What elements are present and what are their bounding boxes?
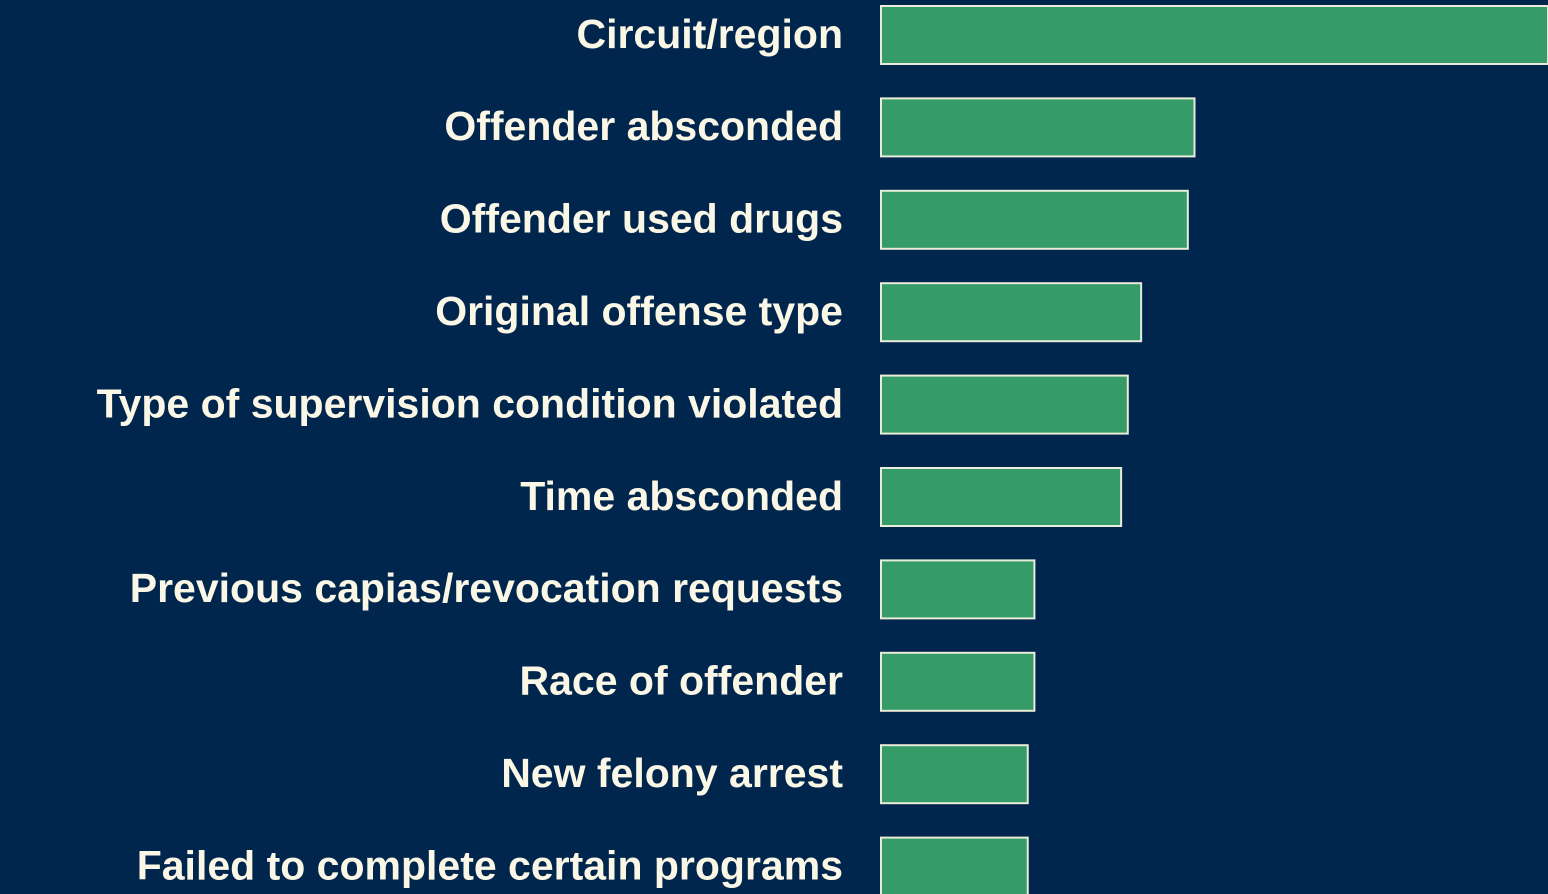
bar: [880, 5, 1548, 65]
category-label: Failed to complete certain programs: [137, 842, 843, 888]
bar: [880, 744, 1029, 805]
bar: [880, 374, 1129, 435]
bar: [880, 651, 1036, 712]
category-label: Original offense type: [435, 288, 843, 334]
category-label: New felony arrest: [501, 750, 843, 796]
category-label: Offender absconded: [444, 103, 843, 149]
category-label: Race of offender: [520, 658, 844, 704]
bar: [880, 189, 1189, 250]
bar: [880, 467, 1123, 527]
bar: [880, 836, 1029, 894]
category-label: Circuit/region: [576, 11, 843, 57]
bar: [880, 559, 1036, 620]
category-label: Offender used drugs: [440, 196, 843, 242]
category-label: Time absconded: [520, 473, 843, 519]
category-label: Previous capias/revocation requests: [130, 565, 843, 611]
category-label: Type of supervision condition violated: [97, 380, 843, 426]
bar: [880, 282, 1143, 343]
bar: [880, 97, 1196, 158]
